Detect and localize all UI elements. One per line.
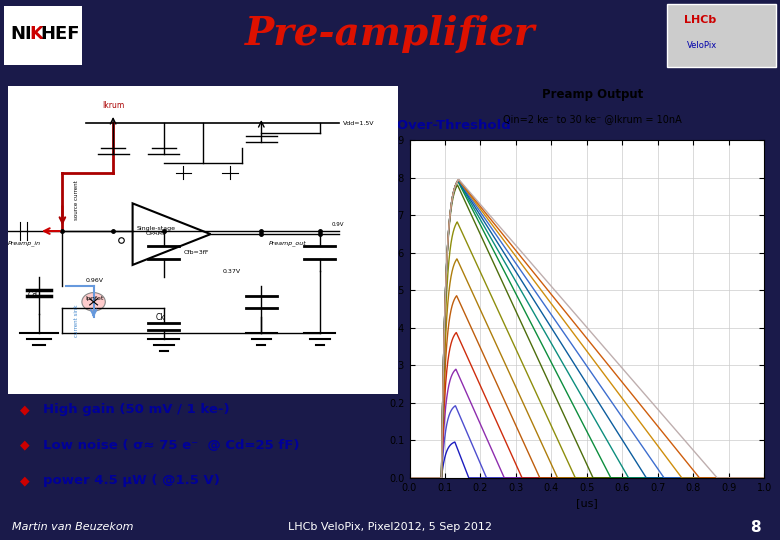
- Text: LHCb: LHCb: [684, 15, 716, 25]
- Text: ◆: ◆: [20, 92, 29, 105]
- X-axis label: [us]: [us]: [576, 498, 597, 508]
- Text: Vdd=1.5V: Vdd=1.5V: [343, 121, 374, 126]
- Y-axis label: [V]: [V]: [377, 301, 386, 318]
- Circle shape: [82, 293, 105, 311]
- Text: ◆: ◆: [20, 474, 29, 487]
- Text: ◆: ◆: [20, 119, 29, 132]
- Text: 8: 8: [750, 519, 760, 535]
- Text: High gain (50 mV / 1 ke-): High gain (50 mV / 1 ke-): [43, 403, 229, 416]
- Text: Low noise ( σ≈ 75 e⁻  @ Cd=25 fF): Low noise ( σ≈ 75 e⁻ @ Cd=25 fF): [43, 439, 300, 452]
- Text: Martin van Beuzekom: Martin van Beuzekom: [12, 522, 133, 532]
- Text: 0.37V: 0.37V: [222, 268, 240, 274]
- Text: Preamp Output: Preamp Output: [542, 88, 643, 101]
- Text: NI: NI: [10, 25, 32, 43]
- Text: Single-stage
OPAMP: Single-stage OPAMP: [136, 226, 176, 237]
- FancyBboxPatch shape: [667, 3, 776, 66]
- Text: ◆: ◆: [20, 439, 29, 452]
- Text: ◆: ◆: [20, 403, 29, 416]
- Text: Pre-amplifier: Pre-amplifier: [245, 15, 535, 53]
- Text: Ck: Ck: [156, 313, 165, 322]
- Text: Based on Krummenacher scheme: Based on Krummenacher scheme: [43, 92, 292, 105]
- Text: Preamp_out: Preamp_out: [269, 240, 307, 246]
- Text: Constant current discharge ->   charge = Time-Over-Threshold: Constant current discharge -> charge = T…: [43, 119, 511, 132]
- Text: Cfb=3fF: Cfb=3fF: [183, 250, 209, 255]
- Text: Cd: Cd: [27, 291, 37, 300]
- Text: 0.96V: 0.96V: [86, 278, 104, 283]
- Text: Ipnfet: Ipnfet: [86, 296, 105, 301]
- FancyBboxPatch shape: [4, 5, 82, 65]
- Text: LHCb VeloPix, Pixel2012, 5 Sep 2012: LHCb VeloPix, Pixel2012, 5 Sep 2012: [288, 522, 492, 532]
- Text: Qin=2 ke⁻ to 30 ke⁻ @Ikrum = 10nA: Qin=2 ke⁻ to 30 ke⁻ @Ikrum = 10nA: [503, 114, 682, 125]
- Text: power 4.5 μW ( @1.5 V): power 4.5 μW ( @1.5 V): [43, 474, 220, 487]
- Text: current sink: current sink: [74, 304, 79, 336]
- Text: HEF: HEF: [41, 25, 80, 43]
- Text: Preamp_in: Preamp_in: [8, 240, 41, 246]
- Text: source current: source current: [74, 180, 79, 220]
- Text: Ikrum: Ikrum: [102, 101, 124, 110]
- Text: 0.9V: 0.9V: [332, 222, 344, 227]
- Text: K: K: [30, 25, 44, 43]
- Text: VeloPix: VeloPix: [687, 41, 717, 50]
